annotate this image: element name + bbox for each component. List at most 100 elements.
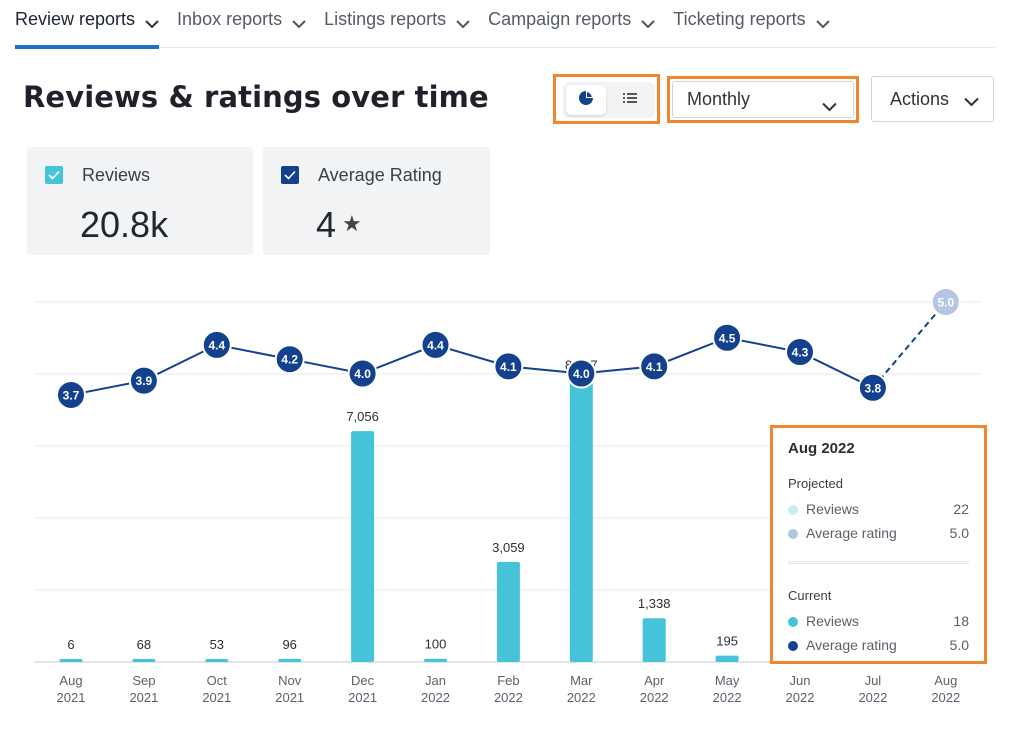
legend-dot	[788, 617, 798, 627]
rating-marker-label: 3.7	[63, 388, 80, 402]
tab-ticketing-reports[interactable]: Ticketing reports	[673, 0, 830, 48]
x-tick-year: 2022	[786, 690, 815, 705]
rating-marker	[128, 365, 159, 396]
bar	[642, 618, 666, 662]
x-tick-month: Feb	[497, 673, 519, 688]
bar-value-label: 100	[425, 637, 447, 652]
tab-label: Review reports	[15, 9, 136, 29]
rating-marker	[493, 351, 524, 382]
x-tick-month: Jun	[790, 673, 811, 688]
tooltip-row-label: Reviews	[806, 501, 859, 517]
chart-tooltip: Aug 2022 Projected Reviews 22 Average ra…	[770, 425, 987, 664]
bar-value-label: 6	[67, 637, 74, 652]
list-icon	[622, 91, 638, 110]
rating-marker-label: 4.0	[573, 367, 590, 381]
rating-marker-label: 4.4	[427, 338, 444, 352]
rating-marker	[347, 358, 378, 389]
x-tick-month: Aug	[59, 673, 82, 688]
bar	[715, 655, 739, 662]
rating-marker-label: 3.8	[865, 381, 882, 395]
x-tick-month: Mar	[570, 673, 593, 688]
tab-review-reports[interactable]: Review reports	[15, 0, 160, 49]
x-tick-year: 2022	[567, 690, 596, 705]
check-icon	[284, 170, 296, 180]
rating-marker	[56, 379, 86, 410]
legend-dot	[788, 529, 798, 539]
tooltip-row: Reviews 18	[788, 612, 969, 632]
tab-listings-reports[interactable]: Listings reports	[324, 0, 470, 48]
report-tabs: Review reports Inbox reports Listings re…	[15, 0, 995, 49]
rating-marker-label: 3.9	[136, 374, 153, 388]
bar	[351, 431, 375, 662]
tab-label: Campaign reports	[488, 9, 632, 29]
x-tick-year: 2021	[202, 690, 231, 705]
rating-marker	[639, 351, 670, 382]
bar	[496, 561, 520, 662]
tooltip-row: Average rating 5.0	[788, 524, 969, 544]
chevron-down-icon	[456, 13, 470, 34]
actions-button[interactable]: Actions	[871, 76, 994, 122]
rating-marker	[785, 337, 815, 368]
chevron-down-icon	[822, 96, 837, 117]
tab-label: Inbox reports	[177, 9, 283, 29]
bar-value-label: 7,056	[346, 409, 379, 424]
check-icon	[48, 170, 60, 180]
tab-inbox-reports[interactable]: Inbox reports	[177, 0, 306, 48]
bar-value-label: 96	[282, 637, 296, 652]
page-title: Reviews & ratings over time	[23, 80, 489, 114]
tab-campaign-reports[interactable]: Campaign reports	[488, 0, 655, 48]
period-select-highlight: Monthly	[667, 76, 859, 123]
rating-projected-line	[872, 301, 947, 389]
pie-chart-icon	[578, 90, 594, 111]
rating-marker	[420, 329, 451, 360]
rating-marker-label: 4.4	[208, 338, 225, 352]
tooltip-row-value: 5.0	[949, 637, 969, 653]
x-tick-year: 2021	[275, 690, 304, 705]
x-tick-year: 2021	[348, 690, 377, 705]
x-tick-year: 2022	[931, 690, 960, 705]
x-tick-year: 2022	[640, 690, 669, 705]
rating-line	[70, 336, 874, 396]
bar-value-label: 195	[716, 634, 738, 649]
metric-card-average-rating: Average Rating 4 ★	[263, 147, 490, 255]
x-tick-month: Jul	[865, 673, 882, 688]
x-tick-year: 2021	[129, 690, 158, 705]
x-tick-month: Apr	[644, 673, 665, 688]
x-tick-month: Oct	[207, 673, 228, 688]
rating-marker-label: 4.1	[646, 360, 663, 374]
chart-view-button[interactable]	[566, 85, 606, 115]
tooltip-row-label: Reviews	[806, 613, 859, 629]
bar-value-label: 1,338	[638, 596, 671, 611]
tooltip-row-value: 22	[953, 501, 969, 517]
view-toggle	[563, 82, 655, 118]
tooltip-current-heading: Current	[788, 588, 832, 603]
list-view-button[interactable]	[610, 85, 650, 115]
bar-value-label: 68	[137, 637, 151, 652]
metric-value: 4 ★	[316, 204, 362, 246]
period-select[interactable]: Monthly	[672, 81, 854, 118]
x-tick-year: 2022	[713, 690, 742, 705]
rating-marker-label: 4.2	[281, 353, 298, 367]
metric-card-reviews: Reviews 20.8k	[27, 147, 253, 255]
bar	[132, 659, 156, 662]
star-icon: ★	[342, 211, 362, 236]
tooltip-projected-heading: Projected	[788, 476, 843, 491]
bar	[205, 659, 229, 662]
rating-marker	[930, 287, 961, 317]
rating-marker	[857, 372, 888, 403]
bar	[569, 379, 593, 662]
average-rating-checkbox[interactable]	[281, 166, 299, 184]
rating-marker	[274, 344, 305, 375]
bar-value-label: 53	[210, 637, 224, 652]
bar	[424, 658, 447, 662]
rating-marker-label: 4.5	[719, 331, 736, 345]
legend-dot	[788, 505, 798, 515]
rating-marker-label: 4.0	[354, 367, 371, 381]
chevron-down-icon	[815, 13, 830, 34]
chevron-down-icon	[964, 91, 979, 112]
tab-label: Listings reports	[324, 9, 447, 29]
x-tick-year: 2022	[858, 690, 887, 705]
tooltip-row: Average rating 5.0	[788, 636, 969, 656]
reviews-checkbox[interactable]	[45, 166, 63, 184]
tooltip-row-value: 18	[953, 613, 969, 629]
